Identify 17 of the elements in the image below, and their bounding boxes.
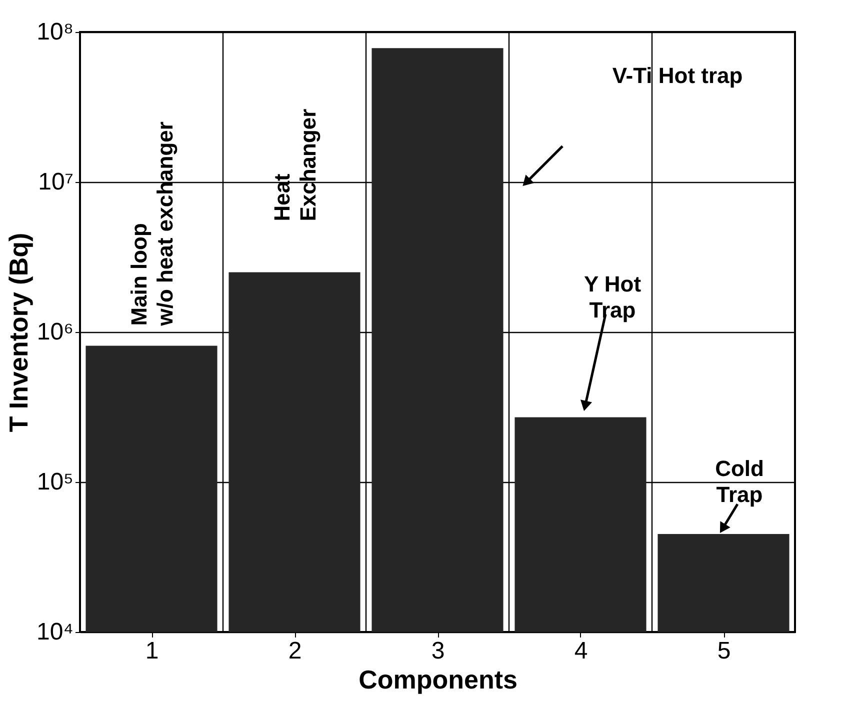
- y-axis-title: T Inventory (Bq): [3, 232, 34, 432]
- y-tick-label: 10⁸: [36, 18, 74, 46]
- x-tick-label: 5: [717, 638, 731, 664]
- y-tick-label: 10⁵: [36, 468, 74, 496]
- annotation: Cold Trap: [715, 456, 764, 508]
- y-tick-label: 10⁶: [36, 318, 74, 346]
- annotation: V-Ti Hot trap: [612, 63, 743, 88]
- y-tick-label: 10⁴: [36, 618, 74, 646]
- x-tick-label: 3: [431, 638, 445, 664]
- annotation: Heat Exchanger: [270, 108, 320, 222]
- y-tick-label: 10⁷: [38, 168, 74, 196]
- annotation: Y Hot Trap: [584, 271, 642, 322]
- x-tick-label: 1: [145, 638, 159, 664]
- x-axis-title: Components: [358, 664, 518, 694]
- x-tick-label: 4: [574, 638, 588, 664]
- annotation: Main loop w/o heat exchanger: [126, 121, 178, 327]
- x-tick-label: 2: [288, 638, 302, 664]
